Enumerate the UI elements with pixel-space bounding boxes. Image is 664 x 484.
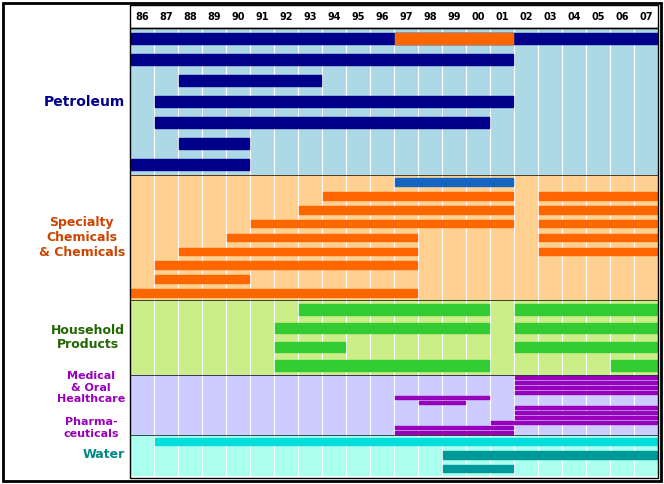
Text: 95: 95: [351, 12, 365, 21]
Bar: [155, 438, 657, 445]
Bar: [420, 401, 465, 404]
Bar: [515, 416, 657, 419]
Bar: [444, 465, 513, 472]
Text: 92: 92: [280, 12, 293, 21]
Bar: [131, 33, 657, 44]
Bar: [539, 234, 657, 242]
Text: 89: 89: [207, 12, 221, 21]
Bar: [155, 261, 416, 269]
Text: 87: 87: [159, 12, 173, 21]
Bar: [276, 323, 489, 333]
Bar: [276, 361, 489, 371]
Bar: [515, 406, 657, 409]
Text: 91: 91: [255, 12, 269, 21]
Text: 02: 02: [519, 12, 533, 21]
Text: 07: 07: [639, 12, 653, 21]
Bar: [130, 300, 658, 375]
Bar: [515, 376, 657, 379]
Bar: [276, 342, 345, 352]
Text: 01: 01: [495, 12, 509, 21]
Text: 03: 03: [543, 12, 556, 21]
Bar: [491, 421, 657, 424]
Bar: [396, 431, 513, 434]
Bar: [228, 234, 416, 242]
Bar: [539, 248, 657, 255]
Bar: [396, 426, 513, 429]
Text: 99: 99: [448, 12, 461, 21]
Bar: [612, 361, 657, 371]
Bar: [396, 33, 513, 44]
Bar: [515, 342, 657, 352]
Text: Water: Water: [83, 449, 125, 462]
Bar: [130, 375, 658, 435]
Bar: [539, 220, 657, 227]
Text: Medical
& Oral
Healthcare

Pharma-
ceuticals: Medical & Oral Healthcare Pharma- ceutic…: [56, 371, 125, 439]
Bar: [539, 206, 657, 213]
Bar: [130, 5, 658, 28]
Text: 86: 86: [135, 12, 149, 21]
Bar: [252, 220, 513, 227]
Bar: [179, 75, 321, 86]
Text: Specialty
Chemicals
& Chemicals: Specialty Chemicals & Chemicals: [39, 216, 125, 259]
Text: 98: 98: [423, 12, 437, 21]
Bar: [396, 33, 513, 44]
Text: 97: 97: [399, 12, 413, 21]
Bar: [131, 289, 416, 297]
Bar: [396, 396, 489, 399]
Bar: [155, 275, 248, 283]
Bar: [179, 248, 416, 255]
Bar: [515, 304, 657, 315]
Bar: [131, 54, 513, 65]
Bar: [515, 381, 657, 384]
Bar: [515, 391, 657, 394]
Bar: [130, 435, 658, 475]
Bar: [515, 386, 657, 389]
Bar: [539, 192, 657, 200]
Text: 06: 06: [616, 12, 629, 21]
Text: 00: 00: [471, 12, 485, 21]
Bar: [444, 452, 657, 459]
Text: Household
Products: Household Products: [51, 323, 125, 351]
Text: 05: 05: [591, 12, 605, 21]
Bar: [323, 192, 513, 200]
Text: 96: 96: [375, 12, 388, 21]
Text: Petroleum: Petroleum: [44, 94, 125, 108]
Bar: [130, 28, 658, 175]
Text: 93: 93: [303, 12, 317, 21]
Bar: [155, 96, 513, 107]
Bar: [299, 304, 489, 315]
Text: 88: 88: [183, 12, 197, 21]
Bar: [515, 411, 657, 414]
Bar: [130, 175, 658, 300]
Text: 04: 04: [567, 12, 581, 21]
Bar: [130, 5, 658, 28]
Bar: [515, 323, 657, 333]
Bar: [179, 138, 248, 149]
Bar: [131, 159, 248, 170]
Text: 94: 94: [327, 12, 341, 21]
Bar: [299, 206, 513, 213]
Text: 90: 90: [231, 12, 245, 21]
Bar: [155, 117, 489, 128]
Bar: [130, 28, 658, 478]
Bar: [396, 178, 513, 186]
